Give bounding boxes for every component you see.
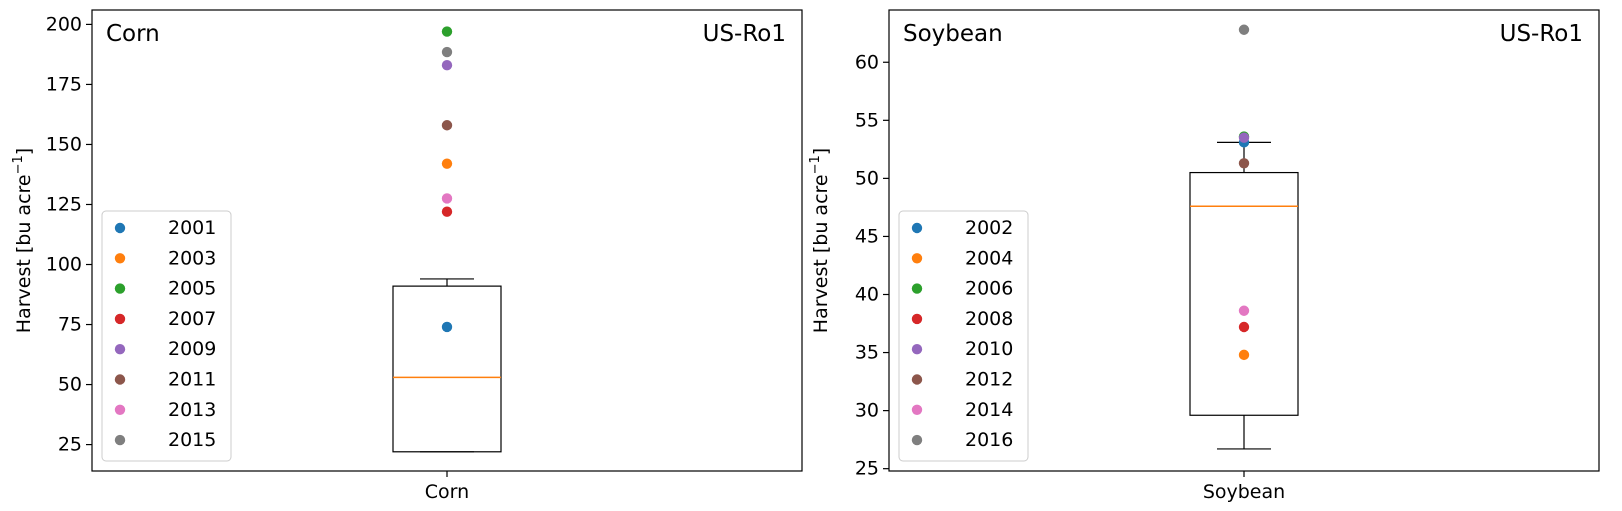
data-point-2012 bbox=[1238, 158, 1250, 169]
x-tick-label: Soybean bbox=[1203, 481, 1285, 503]
legend-marker bbox=[114, 404, 126, 415]
legend-marker bbox=[911, 404, 923, 415]
legend-entry: 2009 bbox=[168, 338, 216, 360]
legend-entry: 2016 bbox=[965, 429, 1013, 451]
legend-marker bbox=[114, 313, 126, 325]
legend: 2002 2004 2006 2008 2010 2012 2014 2016 bbox=[898, 210, 1029, 462]
box-iqr bbox=[392, 285, 502, 453]
chart-panel-1: 25 50 75 100 125 150 175 200 Corn Harvest [bu acr… bbox=[11, 9, 803, 503]
legend-entry: 2005 bbox=[168, 278, 216, 300]
legend-marker bbox=[911, 434, 923, 446]
data-point-2011 bbox=[441, 120, 453, 131]
y-tick-label: 100 bbox=[46, 254, 82, 276]
y-tick-label: 30 bbox=[855, 400, 879, 422]
legend-entry: 2013 bbox=[168, 399, 216, 421]
legend-entry: 2001 bbox=[168, 217, 216, 239]
data-point-2015 bbox=[441, 46, 453, 58]
legend-entry: 2012 bbox=[965, 369, 1013, 391]
data-point-2010 bbox=[1238, 132, 1250, 143]
legend-marker bbox=[911, 222, 923, 234]
y-tick-label: 50 bbox=[58, 374, 82, 396]
site-label: US-Ro1 bbox=[703, 21, 786, 47]
legend-entry: 2008 bbox=[965, 308, 1013, 330]
y-tick-label: 75 bbox=[58, 314, 82, 336]
legend-frame bbox=[101, 210, 232, 462]
legend-entry: 2004 bbox=[965, 247, 1013, 269]
y-tick-label: 25 bbox=[58, 434, 82, 456]
data-point-2008 bbox=[1238, 321, 1250, 333]
y-tick-label: 60 bbox=[855, 51, 879, 73]
x-tick-label: Corn bbox=[425, 481, 469, 503]
legend-marker bbox=[114, 222, 126, 234]
legend-entry: 2014 bbox=[965, 399, 1013, 421]
y-tick-label: 50 bbox=[855, 167, 879, 189]
legend-entry: 2003 bbox=[168, 247, 216, 269]
legend-marker bbox=[911, 283, 923, 294]
y-tick-label: 35 bbox=[855, 342, 879, 364]
panel-label: Soybean bbox=[903, 21, 1003, 47]
y-tick-label: 25 bbox=[855, 458, 879, 480]
data-point-2013 bbox=[441, 193, 453, 204]
data-point-2016 bbox=[1238, 24, 1250, 35]
legend-entry: 2007 bbox=[168, 308, 216, 330]
legend-frame bbox=[898, 210, 1029, 462]
legend-marker bbox=[911, 344, 923, 355]
data-point-2005 bbox=[441, 26, 453, 37]
legend-marker bbox=[114, 253, 126, 264]
y-tick-label: 40 bbox=[855, 283, 879, 305]
panel-label: Corn bbox=[106, 21, 160, 47]
legend-marker bbox=[911, 313, 923, 325]
y-axis-label: Harvest [bu acre−1] bbox=[808, 148, 832, 333]
box-iqr bbox=[1189, 171, 1299, 416]
y-tick-label: 150 bbox=[46, 133, 82, 155]
legend-marker bbox=[911, 374, 923, 385]
legend-entry: 2010 bbox=[965, 338, 1013, 360]
y-tick-label: 55 bbox=[855, 109, 879, 131]
y-tick-label: 175 bbox=[46, 73, 82, 95]
legend-marker bbox=[114, 374, 126, 385]
legend-marker bbox=[114, 344, 126, 355]
site-label: US-Ro1 bbox=[1500, 21, 1583, 47]
y-tick-label: 125 bbox=[46, 193, 82, 215]
y-tick-label: 200 bbox=[46, 13, 82, 35]
y-axis-label: Harvest [bu acre−1] bbox=[11, 148, 35, 333]
data-point-2014 bbox=[1238, 305, 1250, 316]
legend-entry: 2011 bbox=[168, 369, 216, 391]
data-point-2007 bbox=[441, 206, 453, 217]
data-point-2003 bbox=[441, 158, 453, 169]
data-point-2004 bbox=[1238, 349, 1250, 361]
legend-marker bbox=[114, 283, 126, 294]
legend-marker bbox=[114, 434, 126, 446]
y-tick-label: 45 bbox=[855, 225, 879, 247]
legend-entry: 2006 bbox=[965, 278, 1013, 300]
data-point-2001 bbox=[441, 321, 453, 333]
legend: 2001 2003 2005 2007 2009 2011 2013 2015 bbox=[101, 210, 232, 462]
legend-entry: 2015 bbox=[168, 429, 216, 451]
legend-marker bbox=[911, 253, 923, 264]
legend-entry: 2002 bbox=[965, 217, 1013, 239]
chart-panel-2: 25 30 35 40 45 50 55 60 Soybean Harvest [bu acre−… bbox=[808, 9, 1600, 503]
data-point-2009 bbox=[441, 60, 453, 71]
